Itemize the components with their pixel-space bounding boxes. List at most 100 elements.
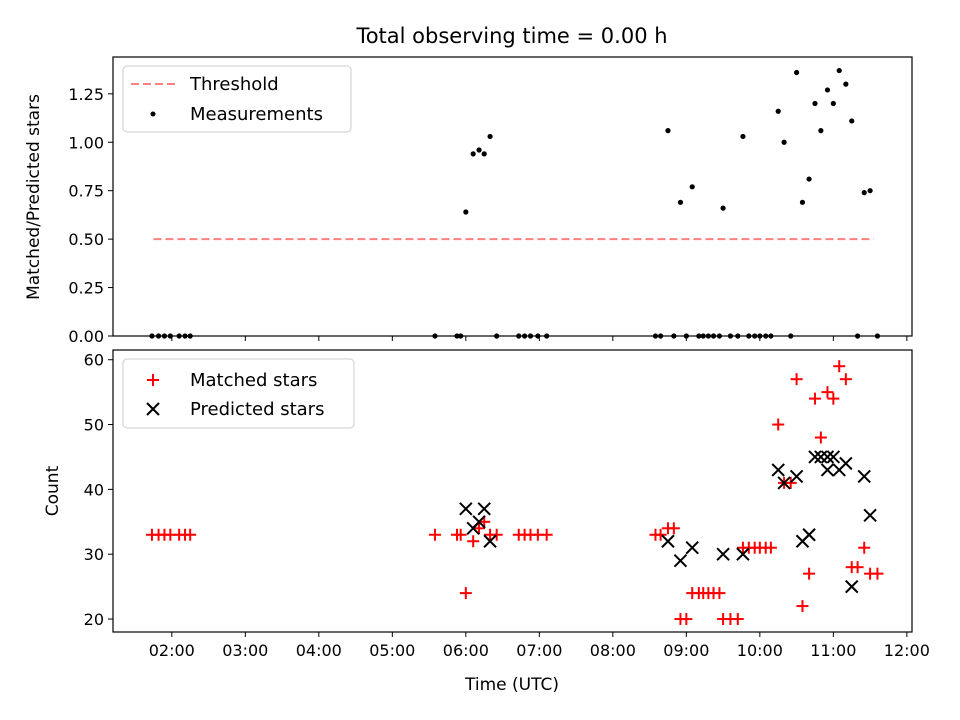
measurement-point (836, 67, 842, 74)
predicted-star-point (472, 515, 486, 529)
x-tick-label: 12:00 (884, 641, 930, 660)
measurement-point (843, 81, 849, 87)
measurement-point (476, 147, 482, 153)
measurement-point (689, 184, 695, 190)
measurement-point (470, 151, 476, 157)
predicted-star-point (685, 541, 699, 555)
x-tick-label: 04:00 (296, 641, 342, 660)
matched-star-point (731, 613, 744, 626)
predicted-star-point (820, 463, 835, 477)
measurement-point (463, 209, 469, 215)
matched-star-point (808, 392, 821, 405)
top-legend: Threshold Measurements (122, 65, 352, 133)
bottom-y-tick-label: 20 (84, 610, 104, 629)
top-y-axis: 0.00 0.25 0.50 0.75 1.00 1.25 (68, 85, 113, 346)
predicted-star-point (477, 502, 491, 516)
top-y-tick-label: 1.25 (68, 85, 104, 104)
x-tick-label: 10:00 (737, 641, 783, 660)
legend-predicted-label: Predicted stars (190, 399, 324, 420)
matched-star-point (764, 541, 777, 554)
matched-star-point (851, 561, 864, 574)
top-axes-frame (112, 56, 913, 337)
x-axis-label: Time (UTC) (464, 675, 559, 695)
measurement-point (481, 151, 487, 157)
predicted-star-point (736, 547, 750, 561)
bottom-x-axis: 02:00 03:00 04:00 05:00 06:00 07:00 08:00 09:00… (149, 632, 930, 660)
matched-star-point (667, 522, 680, 535)
matched-star-point (784, 476, 797, 489)
predicted-star-point (661, 534, 675, 548)
x-tick-label: 05:00 (369, 641, 415, 660)
top-x-ticks (171, 336, 908, 341)
predicted-star-point (802, 528, 816, 542)
x-tick-label: 06:00 (443, 641, 489, 660)
x-tick-label: 11:00 (810, 641, 856, 660)
predicted-star-point (771, 463, 785, 477)
matched-star-point (428, 528, 441, 541)
predicted-star-point (826, 450, 841, 464)
matched-star-point (490, 528, 503, 541)
predicted-star-point (789, 469, 804, 484)
matched-star-point (454, 528, 467, 541)
legend-threshold-label: Threshold (189, 74, 279, 95)
measurement-point (818, 128, 824, 134)
top-y-tick-label: 1.00 (68, 133, 104, 152)
chart-title: Total observing time = 0.00 h (355, 24, 667, 48)
bottom-legend: Matched stars Predicted stars (122, 358, 355, 429)
legend-measurements-label: Measurements (190, 104, 323, 125)
measurement-point (830, 100, 836, 107)
legend-measurements-swatch (150, 111, 156, 117)
predicted-star-point (863, 508, 877, 523)
matched-star-point (790, 373, 803, 386)
measurement-point (677, 199, 684, 205)
bottom-axes-frame (112, 349, 913, 633)
measurement-point (740, 133, 746, 140)
predicted-star-point (483, 534, 497, 548)
x-tick-label: 02:00 (149, 641, 195, 660)
legend-predicted-swatch (146, 402, 160, 416)
matched-star-point (473, 522, 486, 535)
bottom-y-tick-label: 30 (84, 545, 104, 564)
x-tick-label: 08:00 (590, 641, 636, 660)
legend-matched-swatch (147, 374, 159, 386)
x-tick-label: 07:00 (516, 641, 562, 660)
top-y-tick-label: 0.25 (68, 279, 104, 298)
predicted-star-point (459, 502, 473, 516)
bottom-y-tick-label: 60 (84, 351, 104, 370)
matched-star-point (827, 392, 840, 405)
top-y-tick-label: 0.00 (68, 327, 104, 346)
matched-star-point (459, 587, 472, 600)
measurement-point (781, 139, 787, 145)
bottom-axes: 20 30 40 50 60 02:00 03:00 04:00 05:00 06:00 07:0… (43, 349, 930, 695)
predicted-star-point (808, 450, 822, 464)
matched-star-point (713, 587, 726, 600)
measurement-point (665, 128, 671, 134)
bottom-y-tick-label: 50 (84, 416, 104, 435)
predicted-star-point (820, 450, 835, 464)
matched-star-point (680, 613, 693, 626)
bottom-y-axis: 20 30 40 50 60 (84, 351, 113, 629)
measurement-point (824, 87, 831, 93)
predicted-star-point (839, 456, 853, 471)
bottom-y-axis-label: Count (43, 465, 63, 516)
predicted-star-point (845, 579, 859, 594)
measurement-point (720, 205, 726, 211)
predicted-star-point (716, 547, 730, 561)
legend-matched-label: Matched stars (190, 370, 317, 391)
bottom-y-tick-label: 40 (84, 480, 104, 499)
measurement-point (812, 100, 818, 107)
matched-star-point (839, 373, 852, 386)
top-y-tick-label: 0.50 (68, 230, 104, 249)
matched-star-point (540, 528, 553, 541)
matched-star-point (858, 541, 871, 554)
matched-star-point (772, 418, 785, 431)
bottom-legend-box (122, 358, 355, 429)
measurement-point (793, 69, 800, 76)
predicted-star-point (673, 553, 688, 568)
matched-star-point (184, 528, 197, 541)
matched-star-point (796, 600, 809, 613)
matched-star-point (814, 431, 827, 444)
measurement-point (799, 199, 806, 205)
matched-star-point (467, 535, 480, 548)
